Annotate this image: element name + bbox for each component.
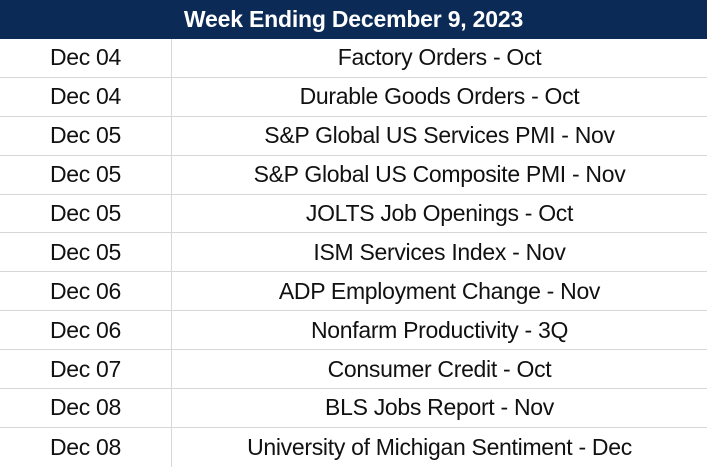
- event-name: S&P Global US Composite PMI - Nov: [253, 161, 626, 188]
- table-row: Dec 06 Nonfarm Productivity - 3Q: [0, 311, 707, 351]
- event-name: Nonfarm Productivity - 3Q: [310, 316, 569, 343]
- event-name: Consumer Credit - Oct: [327, 355, 552, 382]
- event-name: ADP Employment Change - Nov: [278, 277, 601, 304]
- event-date: Dec 08: [0, 427, 172, 467]
- event-date: Dec 04: [0, 77, 172, 116]
- event-name: ISM Services Index - Nov: [313, 238, 566, 265]
- event-date: Dec 05: [0, 233, 172, 272]
- event-name: JOLTS Job Openings - Oct: [305, 200, 574, 226]
- event-name: Factory Orders - Oct: [337, 44, 542, 71]
- event-date: Dec 05: [0, 155, 172, 194]
- event-date: Dec 08: [0, 389, 172, 427]
- table-row: Dec 05 S&P Global US Composite PMI - Nov: [0, 155, 707, 195]
- table-row: Dec 05 JOLTS Job Openings - Oct: [0, 194, 707, 234]
- event-date: Dec 05: [0, 194, 172, 233]
- event-name: BLS Jobs Report - Nov: [325, 394, 554, 421]
- table-row: Dec 04 Factory Orders - Oct: [0, 39, 707, 78]
- event-name: Durable Goods Orders - Oct: [299, 83, 580, 110]
- table-row: Dec 08 BLS Jobs Report - Nov: [0, 389, 707, 428]
- event-date: Dec 07: [0, 350, 172, 389]
- table-row: Dec 08 University of Michigan Sentiment …: [0, 427, 707, 467]
- table-row: Dec 06 ADP Employment Change - Nov: [0, 272, 707, 312]
- event-name: S&P Global US Services PMI - Nov: [264, 122, 615, 149]
- table-row: Dec 05 S&P Global US Services PMI - Nov: [0, 116, 707, 156]
- event-date: Dec 05: [0, 116, 172, 155]
- calendar-rows: Dec 04 Factory Orders - Oct Dec 04 Durab…: [0, 39, 707, 467]
- event-date: Dec 06: [0, 311, 172, 350]
- calendar-title: Week Ending December 9, 2023: [0, 0, 707, 39]
- event-date: Dec 06: [0, 272, 172, 311]
- event-name: University of Michigan Sentiment - Dec: [247, 433, 632, 460]
- event-date: Dec 04: [0, 39, 172, 77]
- table-row: Dec 05 ISM Services Index - Nov: [0, 233, 707, 273]
- table-row: Dec 07 Consumer Credit - Oct: [0, 350, 707, 390]
- table-row: Dec 04 Durable Goods Orders - Oct: [0, 77, 707, 117]
